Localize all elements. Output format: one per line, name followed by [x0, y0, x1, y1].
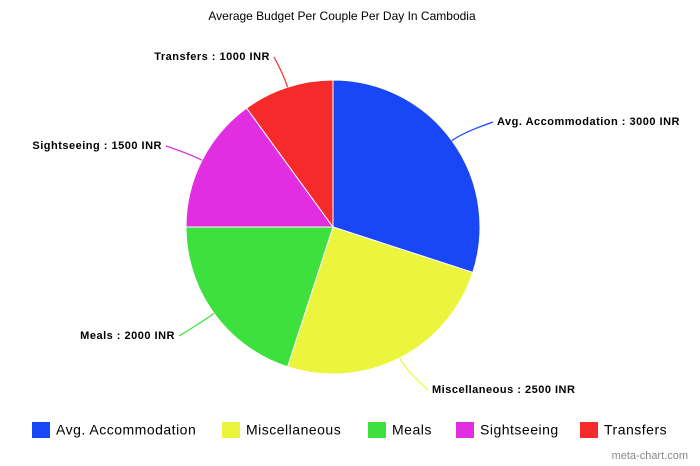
data-label: Meals : 2000 INR — [80, 330, 175, 342]
legend-swatch — [222, 422, 240, 438]
pie-slice — [185, 107, 334, 228]
data-label: Avg. Accommodation : 3000 INR — [497, 116, 680, 128]
pie-slice — [185, 226, 334, 368]
leader-line — [451, 121, 494, 142]
legend-label: Sightseeing — [480, 422, 559, 438]
legend-label: Avg. Accommodation — [56, 422, 196, 438]
legend-swatch — [580, 422, 598, 438]
leader-line — [399, 357, 429, 391]
leader-line — [273, 56, 289, 88]
pie-slice — [286, 226, 474, 375]
legend-label: Transfers — [604, 422, 667, 438]
legend-swatch — [32, 422, 50, 438]
leader-line — [165, 145, 203, 161]
legend-label: Miscellaneous — [246, 422, 341, 438]
legend-swatch — [456, 422, 474, 438]
data-label: Transfers : 1000 INR — [154, 51, 270, 63]
leader-line — [178, 312, 215, 337]
watermark: meta-chart.com — [612, 450, 688, 462]
chart-title: Average Budget Per Couple Per Day In Cam… — [208, 9, 476, 23]
data-label: Miscellaneous : 2500 INR — [432, 384, 575, 396]
legend-label: Meals — [392, 422, 432, 438]
pie-slice — [245, 79, 334, 229]
data-label: Sightseeing : 1500 INR — [32, 140, 162, 152]
pie-slice — [332, 79, 481, 274]
legend-swatch — [368, 422, 386, 438]
